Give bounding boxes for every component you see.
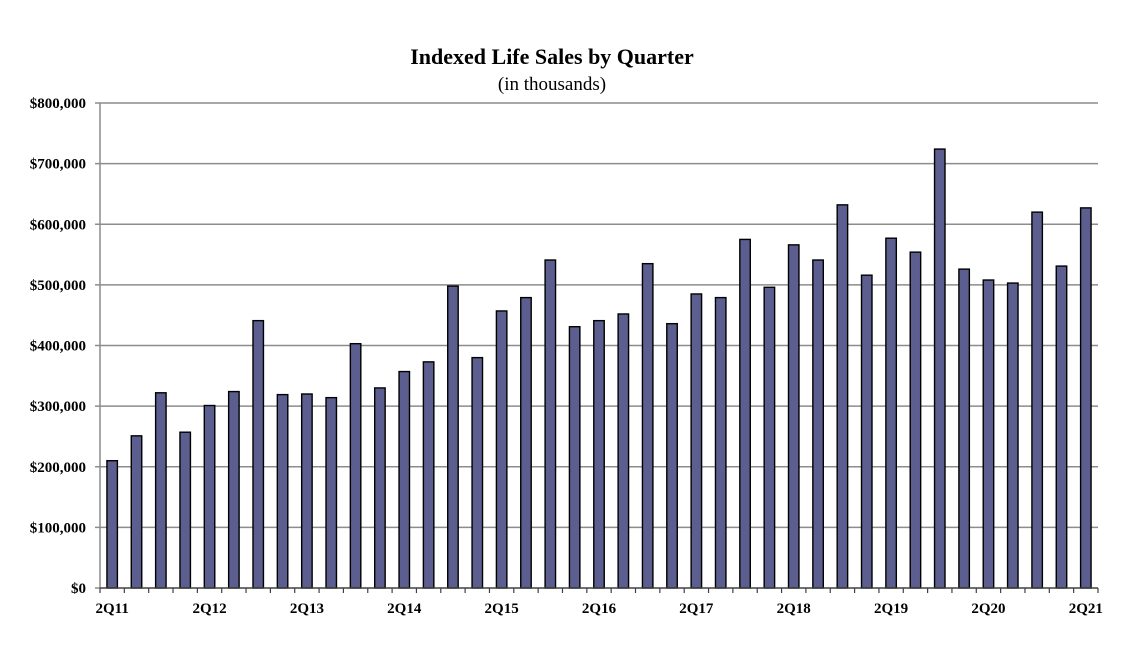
y-tick-label: $700,000 — [30, 157, 86, 173]
y-tick-label: $400,000 — [30, 339, 86, 355]
y-tick-labels: $0 $100,000 $200,000 $300,000 $400,000 $500,0… — [30, 96, 86, 597]
y-tick-label: $100,000 — [30, 520, 86, 536]
bar-3Q11 — [130, 435, 143, 589]
y-tick-label: $500,000 — [30, 278, 86, 294]
x-tick-label: 2Q13 — [290, 601, 324, 617]
bar-4Q11 — [154, 392, 167, 589]
bar-1Q19 — [860, 274, 873, 589]
bar-3Q13 — [325, 396, 338, 589]
y-tick-label: $300,000 — [30, 399, 86, 415]
bar-3Q14 — [422, 361, 435, 589]
bar-1Q15 — [471, 356, 484, 589]
y-tick-label: $200,000 — [30, 460, 86, 476]
bar-4Q15 — [544, 259, 557, 589]
bar-3Q17 — [714, 296, 727, 589]
bar-4Q20 — [1031, 211, 1044, 589]
bar-1Q17 — [666, 322, 678, 589]
bar-1Q14 — [373, 387, 386, 589]
y-tick-label: $800,000 — [30, 96, 86, 112]
bar-2Q21 — [1079, 207, 1092, 589]
x-tick-label: 2Q18 — [777, 601, 811, 617]
bar-3Q15 — [520, 296, 532, 589]
bar-1Q13 — [276, 393, 289, 589]
x-tick-label: 2Q14 — [387, 601, 422, 617]
bar-4Q13 — [349, 342, 362, 589]
bar-2Q15 — [495, 310, 508, 589]
y-tick-label: $0 — [71, 581, 86, 597]
bars — [106, 148, 1092, 589]
bar-2Q14 — [398, 370, 411, 589]
bar-2Q11 — [106, 459, 119, 589]
x-tick-label: 2Q19 — [874, 601, 908, 617]
bar-4Q12 — [252, 319, 265, 589]
bar-1Q16 — [568, 326, 581, 589]
bar-2Q17 — [690, 293, 703, 589]
y-tick-label: $600,000 — [30, 217, 86, 233]
x-tick-label: 2Q12 — [192, 601, 226, 617]
x-tick-label: 2Q15 — [485, 601, 519, 617]
bar-2Q12 — [203, 404, 216, 589]
bar-4Q14 — [447, 285, 459, 589]
x-tick-label: 2Q17 — [679, 601, 714, 617]
bar-1Q21 — [1055, 265, 1068, 589]
bar-4Q17 — [739, 238, 751, 589]
bar-4Q18 — [836, 204, 849, 589]
x-tick-label: 2Q11 — [95, 601, 128, 617]
bar-3Q18 — [812, 259, 825, 589]
x-tick-labels: 2Q11 2Q12 2Q13 2Q14 2Q15 2Q16 2Q17 2Q18 2Q19 2Q20… — [95, 601, 1102, 617]
x-tick-label: 2Q16 — [582, 601, 617, 617]
bar-4Q19 — [933, 148, 946, 589]
bar-3Q20 — [1006, 282, 1019, 589]
chart-title: Indexed Life Sales by Quarter — [410, 44, 694, 69]
bar-1Q18 — [763, 286, 776, 589]
bar-2Q18 — [787, 244, 800, 589]
chart-subtitle: (in thousands) — [498, 74, 606, 95]
bar-2Q16 — [593, 319, 605, 589]
bar-2Q13 — [300, 393, 313, 589]
bar-3Q19 — [909, 251, 922, 589]
x-tick-label: 2Q20 — [971, 601, 1005, 617]
bar-2Q19 — [885, 237, 898, 589]
bar-3Q12 — [227, 390, 240, 589]
bar-1Q20 — [958, 268, 971, 589]
bar-2Q20 — [982, 279, 995, 589]
bar-4Q16 — [641, 262, 654, 589]
axes — [95, 102, 1099, 593]
bar-1Q12 — [179, 431, 192, 589]
bar-3Q16 — [617, 313, 630, 589]
x-tick-label: 2Q21 — [1069, 601, 1103, 617]
